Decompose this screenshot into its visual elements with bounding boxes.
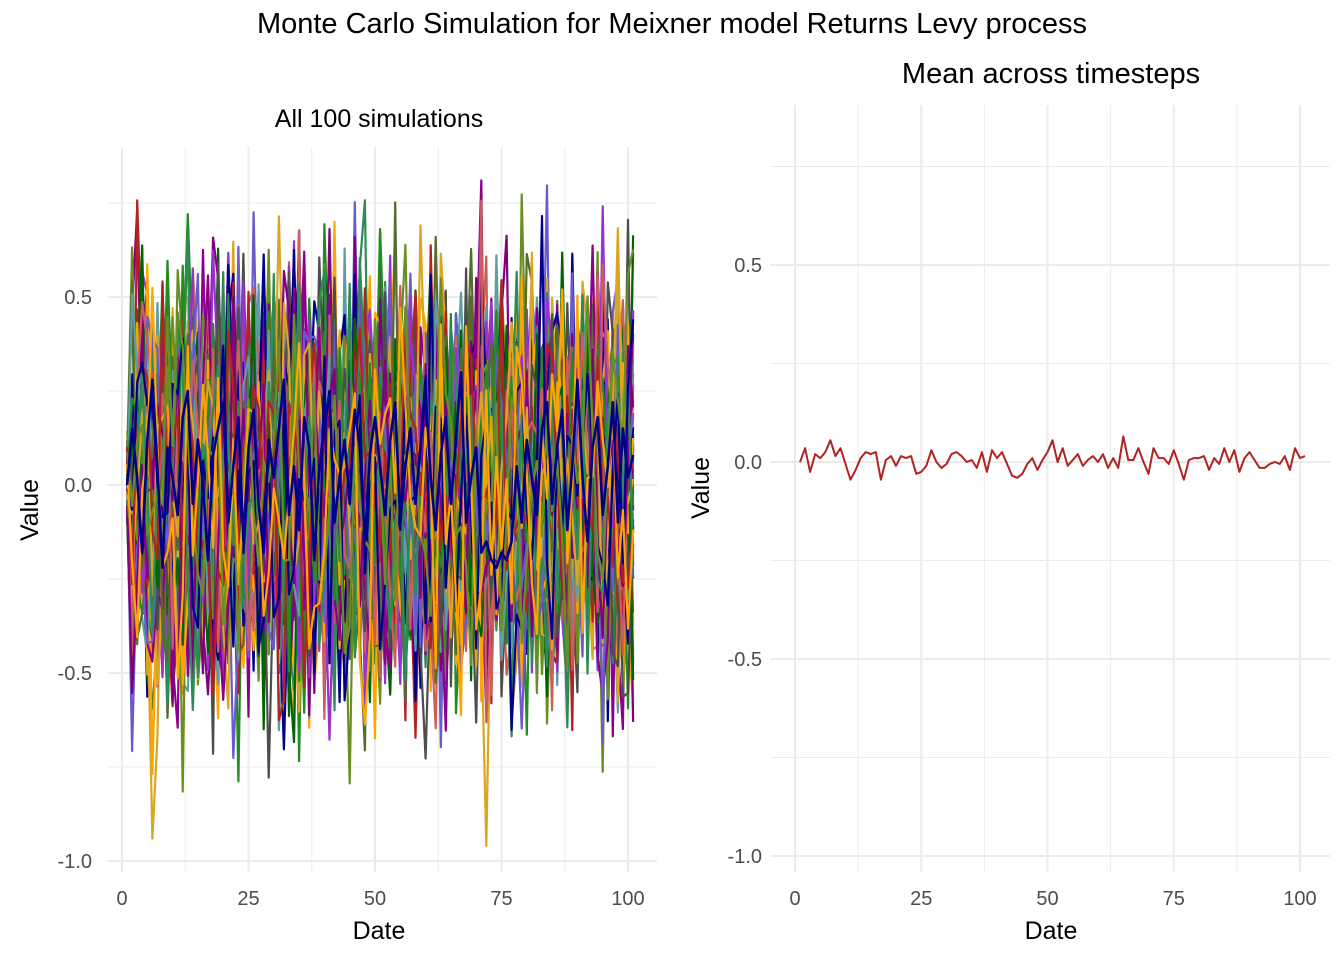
x-tick-label: 0 xyxy=(789,888,800,910)
panel-all-simulations: -1.0 -0.5 0.0 0.5 0 25 50 75 100 All 100 simulat… xyxy=(16,105,657,945)
simulation-line xyxy=(126,257,635,712)
left-panel-title: All 100 simulations xyxy=(275,105,483,133)
right-tick-labels: -1.0 -0.5 0.0 0.5 0 25 50 75 100 xyxy=(728,255,1317,910)
simulation-line xyxy=(126,214,635,702)
mean-line xyxy=(799,435,1306,481)
y-tick-label: -1.0 xyxy=(728,846,762,868)
x-tick-label: 0 xyxy=(116,888,127,910)
right-x-axis-label: Date xyxy=(1025,917,1078,945)
y-tick-label: -0.5 xyxy=(728,649,762,671)
left-series-group xyxy=(125,179,635,848)
x-tick-label: 50 xyxy=(364,888,386,910)
y-tick-label: -1.0 xyxy=(58,851,92,873)
right-panel-title: Mean across timesteps xyxy=(902,58,1200,90)
simulation-line-highlight xyxy=(125,370,635,570)
figure-title: Monte Carlo Simulation for Meixner model… xyxy=(257,8,1087,40)
y-tick-label: 0.0 xyxy=(734,452,762,474)
x-tick-label: 100 xyxy=(611,888,644,910)
x-tick-label: 50 xyxy=(1036,888,1058,910)
right-series-group xyxy=(799,435,1306,481)
x-tick-label: 25 xyxy=(910,888,932,910)
simulation-line xyxy=(126,279,635,722)
left-x-axis-label: Date xyxy=(353,917,406,945)
y-tick-label: -0.5 xyxy=(58,663,92,685)
x-tick-label: 25 xyxy=(237,888,259,910)
left-y-axis-label: Value xyxy=(16,479,44,541)
x-tick-label: 100 xyxy=(1283,888,1316,910)
panel-mean: -1.0 -0.5 0.0 0.5 0 25 50 75 100 Mean across tim… xyxy=(687,58,1330,945)
y-tick-label: 0.0 xyxy=(64,475,92,497)
left-tick-labels: -1.0 -0.5 0.0 0.5 0 25 50 75 100 xyxy=(58,287,645,910)
x-tick-label: 75 xyxy=(490,888,512,910)
right-y-axis-label: Value xyxy=(687,457,715,519)
x-tick-label: 75 xyxy=(1163,888,1185,910)
y-tick-label: 0.5 xyxy=(64,287,92,309)
y-tick-label: 0.5 xyxy=(734,255,762,277)
